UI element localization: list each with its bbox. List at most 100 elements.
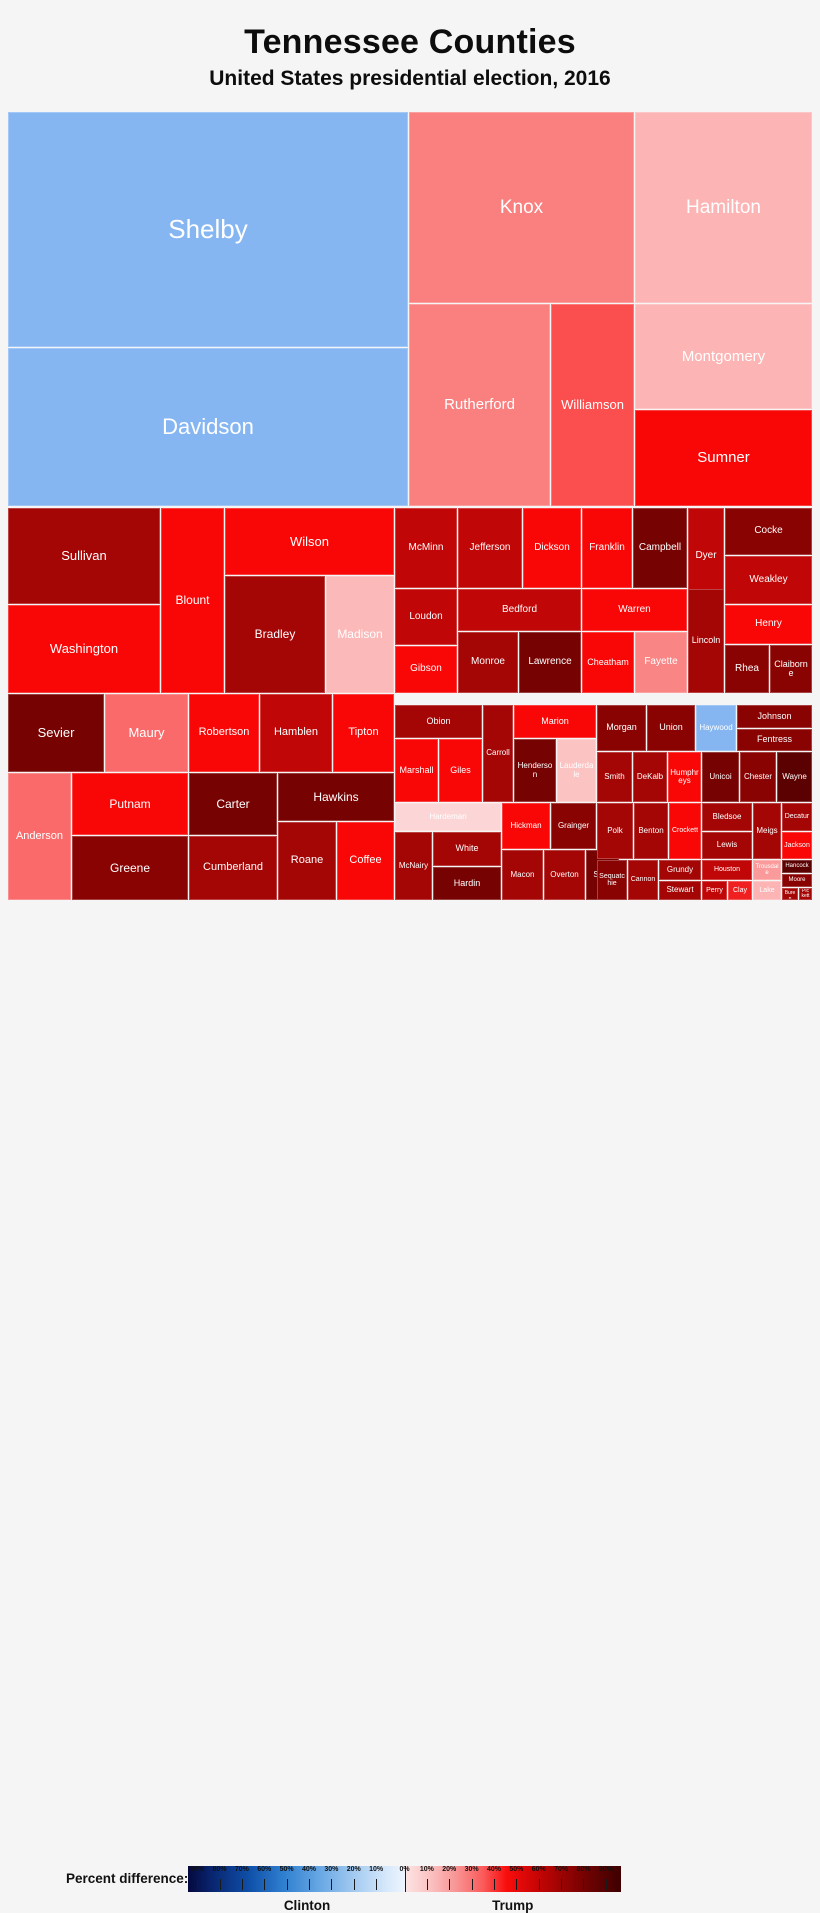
legend-tick-mark [471, 1879, 473, 1890]
treemap-tile[interactable]: Henderson [514, 739, 556, 802]
treemap-tile[interactable]: Sumner [635, 410, 812, 506]
treemap-tile[interactable]: Roane [278, 822, 336, 900]
treemap-tile[interactable]: Crockett [669, 803, 701, 859]
treemap-tile[interactable]: Cheatham [582, 632, 634, 693]
treemap-tile[interactable]: Hickman [502, 803, 550, 849]
treemap-tile[interactable]: Meigs [753, 803, 781, 859]
treemap-tile-label: Henry [755, 618, 782, 630]
treemap-tile[interactable]: Grundy [659, 860, 701, 880]
treemap-tile[interactable]: Morgan [597, 705, 646, 751]
treemap-tile[interactable]: Dickson [523, 508, 581, 588]
treemap-tile[interactable]: Marion [514, 705, 596, 738]
treemap-tile[interactable]: White [433, 832, 501, 866]
treemap-tile[interactable]: Tipton [333, 694, 394, 772]
treemap-tile[interactable]: Claiborne [770, 645, 812, 693]
treemap-tile[interactable]: Lewis [702, 832, 752, 859]
treemap-tile[interactable]: McNairy [395, 832, 432, 900]
treemap-tile[interactable]: Hardin [433, 867, 501, 900]
treemap-tile[interactable]: Blount [161, 508, 224, 693]
treemap-tile[interactable]: Pickett [799, 888, 812, 900]
treemap-tile[interactable]: McMinn [395, 508, 457, 588]
treemap-tile[interactable]: Davidson [8, 348, 408, 506]
treemap-tile[interactable]: Van Buren [782, 888, 798, 900]
treemap-tile[interactable]: Benton [634, 803, 668, 859]
treemap-tile[interactable]: Knox [409, 112, 634, 303]
treemap-tile[interactable]: Smith [597, 752, 632, 802]
treemap-tile[interactable]: Madison [326, 576, 394, 693]
treemap-tile[interactable]: Campbell [633, 508, 687, 588]
treemap-tile[interactable]: Henry [725, 605, 812, 644]
treemap-tile[interactable]: Unicoi [702, 752, 739, 802]
treemap-tile[interactable]: Lauderdale [557, 739, 596, 802]
treemap-tile[interactable]: Decatur [782, 803, 812, 831]
treemap-tile[interactable]: Cocke [725, 508, 812, 555]
treemap-tile[interactable]: Johnson [737, 705, 812, 728]
treemap-tile[interactable]: Stewart [659, 881, 701, 900]
treemap-tile[interactable]: Carter [189, 773, 277, 835]
treemap-tile[interactable]: Putnam [72, 773, 188, 835]
treemap-tile[interactable]: Polk [597, 803, 633, 859]
treemap-tile[interactable]: Coffee [337, 822, 394, 900]
treemap-tile[interactable]: Lincoln [688, 589, 724, 693]
treemap-tile[interactable]: Williamson [551, 304, 634, 506]
treemap-tile[interactable]: Obion [395, 705, 482, 738]
treemap-tile[interactable]: Carroll [483, 705, 513, 802]
treemap-tile[interactable]: Fentress [737, 729, 812, 751]
treemap-tile[interactable]: Macon [502, 850, 543, 900]
treemap-tile[interactable]: Bradley [225, 576, 325, 693]
treemap-tile[interactable]: Hardeman [395, 803, 501, 831]
legend-tick-mark [426, 1879, 428, 1890]
treemap-tile[interactable]: Rhea [725, 645, 769, 693]
treemap-tile[interactable]: Hamilton [635, 112, 812, 303]
treemap-tile[interactable]: Bledsoe [702, 803, 752, 831]
legend-tick-mark [404, 1879, 406, 1890]
treemap-tile[interactable]: Clay [728, 881, 752, 900]
treemap-tile[interactable]: Jefferson [458, 508, 522, 588]
treemap-tile[interactable]: DeKalb [633, 752, 667, 802]
treemap-tile[interactable]: Rutherford [409, 304, 550, 506]
treemap-tile[interactable]: Wilson [225, 508, 394, 575]
treemap-tile[interactable]: Jackson [782, 832, 812, 859]
treemap-tile[interactable]: Anderson [8, 773, 71, 900]
treemap-tile[interactable]: Chester [740, 752, 776, 802]
treemap-tile[interactable]: Monroe [458, 632, 518, 693]
treemap-tile[interactable]: Grainger [551, 803, 596, 849]
treemap-tile[interactable]: Dyer [688, 508, 724, 604]
treemap-tile[interactable]: Shelby [8, 112, 408, 347]
treemap-tile[interactable]: Giles [439, 739, 482, 802]
treemap-tile[interactable]: Cumberland [189, 836, 277, 900]
treemap-tile[interactable]: Lake [753, 881, 781, 900]
treemap-tile-label: Hardin [453, 877, 481, 888]
treemap-tile[interactable]: Union [647, 705, 695, 751]
treemap-tile[interactable]: Robertson [189, 694, 259, 772]
treemap-tile[interactable]: Maury [105, 694, 188, 772]
treemap-tile[interactable]: Humphreys [668, 752, 701, 802]
treemap-tile[interactable]: Trousdale [753, 860, 781, 880]
treemap-tile[interactable]: Sevier [8, 694, 104, 772]
treemap-tile[interactable]: Fayette [635, 632, 687, 693]
treemap-tile[interactable]: Bedford [458, 589, 581, 631]
treemap-tile[interactable]: Hawkins [278, 773, 394, 821]
treemap-tile[interactable]: Franklin [582, 508, 632, 588]
treemap-tile[interactable]: Marshall [395, 739, 438, 802]
treemap-tile[interactable]: Wayne [777, 752, 812, 802]
treemap-tile[interactable]: Moore [782, 874, 812, 887]
treemap-tile[interactable]: Gibson [395, 646, 457, 693]
treemap-tile[interactable]: Cannon [628, 860, 658, 900]
treemap-tile[interactable]: Sequatchie [597, 860, 627, 900]
treemap-tile[interactable]: Montgomery [635, 304, 812, 409]
treemap-tile[interactable]: Loudon [395, 589, 457, 645]
treemap-tile[interactable]: Haywood [696, 705, 736, 751]
treemap-tile[interactable]: Washington [8, 605, 160, 693]
treemap-tile[interactable]: Warren [582, 589, 687, 631]
treemap-tile[interactable]: Weakley [725, 556, 812, 604]
treemap-tile[interactable]: Perry [702, 881, 727, 900]
treemap-tile[interactable]: Hancock [782, 860, 812, 873]
treemap-tile[interactable]: Sullivan [8, 508, 160, 604]
treemap-tile[interactable]: Hamblen [260, 694, 332, 772]
treemap-tile[interactable]: Overton [544, 850, 585, 900]
treemap-tile[interactable]: Houston [702, 860, 752, 880]
treemap-tile[interactable]: Greene [72, 836, 188, 900]
treemap-tile[interactable]: Lawrence [519, 632, 581, 693]
treemap-tile-label: Johnson [757, 710, 792, 721]
